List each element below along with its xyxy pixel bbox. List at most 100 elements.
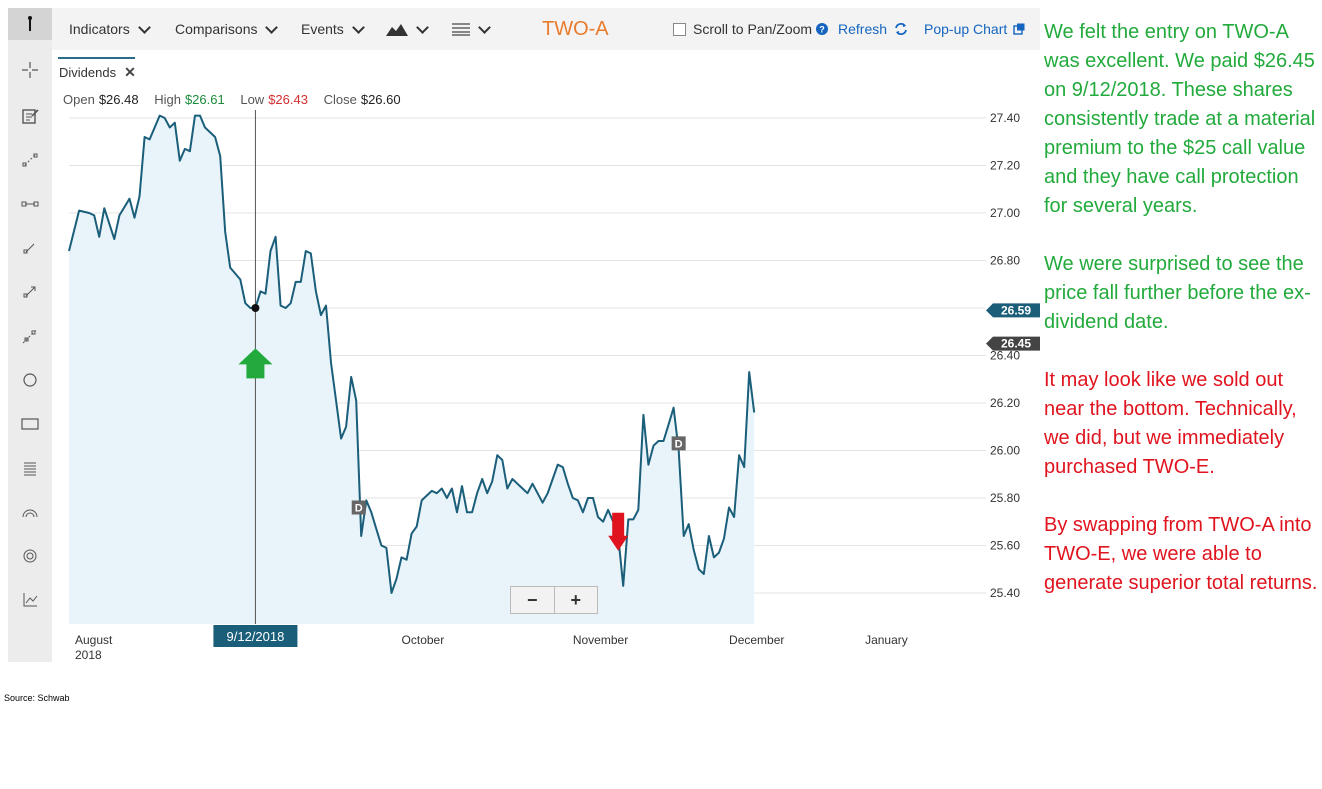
y-tick-label: 26.80 [990, 254, 1020, 268]
commentary-surprise: We were surprised to see the price fall … [1044, 253, 1311, 333]
horizontal-line-tool[interactable] [8, 188, 52, 220]
arrow-tool[interactable] [8, 276, 52, 308]
price-tag-label: 26.45 [1001, 337, 1031, 351]
line-chart-icon [23, 593, 38, 607]
circle-icon [23, 373, 37, 387]
open-label: Open [63, 92, 95, 107]
rectangle-icon [21, 418, 39, 430]
pointer-tool[interactable] [8, 8, 52, 40]
close-label: Close [323, 92, 357, 107]
high-label: High [154, 92, 181, 107]
y-tick-label: 27.00 [990, 206, 1020, 220]
settings-menu[interactable] [452, 8, 491, 50]
ohlc-readout: Open $26.48 High $26.61 Low $26.43 Close $26… [63, 92, 413, 107]
scroll-zoom-toggle[interactable]: Scroll to Pan/Zoom ? [673, 8, 829, 50]
pointer-icon [28, 16, 32, 31]
open-value: $26.48 [98, 92, 139, 107]
arc-icon [22, 509, 38, 518]
refresh-label: Refresh [838, 21, 888, 37]
target-icon [23, 549, 37, 563]
ray-icon [23, 243, 35, 254]
y-tick-label: 25.60 [990, 539, 1020, 553]
note-tool[interactable] [8, 100, 52, 132]
price-tag-label: 26.59 [1001, 303, 1031, 317]
x-tick-label: December [729, 633, 784, 647]
commentary-swap: By swapping from TWO-A into TWO-E, we we… [1044, 514, 1318, 594]
x-tick-label: January [865, 633, 908, 647]
dividend-marker-label: D [675, 438, 683, 450]
extended-line-tool[interactable] [8, 320, 52, 352]
refresh-icon [895, 23, 907, 35]
zoom-in-button[interactable]: + [570, 590, 581, 610]
y-tick-label: 26.00 [990, 444, 1020, 458]
crosshair-tool[interactable] [8, 54, 52, 86]
circle-tool[interactable] [8, 364, 52, 396]
trendline-icon [22, 153, 38, 167]
extended-line-icon [22, 328, 38, 344]
buy-arrow-icon [238, 348, 273, 379]
commentary-sale: It may look like we sold out near the bo… [1044, 369, 1297, 478]
help-icon[interactable]: ? [816, 23, 829, 35]
refresh-button[interactable]: Refresh [838, 8, 908, 50]
tab-dividends-label: Dividends [59, 64, 117, 80]
crosshair-date-box [213, 625, 298, 647]
sell-arrow-icon [608, 512, 629, 551]
fibonacci-icon [24, 462, 36, 476]
comparisons-label: Comparisons [175, 21, 258, 37]
zoom-control: − + [510, 586, 598, 614]
x-tick-label: August [75, 633, 113, 647]
price-tag [986, 303, 1040, 318]
popup-chart-label: Pop-up Chart [924, 21, 1008, 37]
events-menu[interactable]: Events [301, 8, 365, 50]
dividend-marker[interactable] [351, 500, 366, 515]
source-note: Source: Schwab [4, 693, 70, 703]
x-tick-label: November [573, 633, 628, 647]
indicators-menu[interactable]: Indicators [69, 8, 151, 50]
close-value: $26.60 [360, 92, 401, 107]
list-icon [452, 23, 470, 36]
external-window-icon [1013, 23, 1025, 35]
crosshair-icon [22, 62, 38, 78]
target-tool[interactable] [8, 540, 52, 572]
popup-chart-button[interactable]: Pop-up Chart [924, 8, 1025, 50]
mountain-chart-icon [386, 24, 408, 36]
scroll-zoom-label: Scroll to Pan/Zoom [693, 21, 813, 37]
scroll-zoom-checkbox[interactable] [673, 22, 686, 36]
close-icon[interactable]: ✕ [124, 63, 136, 80]
high-value: $26.61 [184, 92, 225, 107]
y-tick-label: 27.20 [990, 159, 1020, 173]
commentary: We felt the entry on TWO-A was excellent… [1044, 18, 1322, 627]
price-tag [986, 336, 1040, 351]
price-chart[interactable]: 27.40 27.20 27.00 26.80 26.40 26.20 26.00 25.80… [0, 0, 1044, 680]
fibonacci-tool[interactable] [8, 452, 52, 484]
x-tick-sublabel: 2018 [75, 648, 102, 662]
ray-tool[interactable] [8, 232, 52, 264]
svg-text:?: ? [819, 25, 825, 35]
drawing-toolbar [8, 8, 52, 662]
y-tick-label: 26.20 [990, 396, 1020, 410]
chart-type-menu[interactable] [386, 8, 429, 50]
zoom-out-button[interactable]: − [511, 587, 555, 613]
comparisons-menu[interactable]: Comparisons [175, 8, 279, 50]
price-area [69, 115, 755, 624]
x-tick-label: October [402, 633, 445, 647]
rectangle-tool[interactable] [8, 408, 52, 440]
dividend-marker[interactable] [671, 436, 686, 451]
crosshair-date-label: 9/12/2018 [227, 629, 285, 644]
chart-tool[interactable] [8, 584, 52, 616]
y-tick-label: 25.40 [990, 586, 1020, 600]
arrow-line-icon [23, 286, 36, 298]
commentary-entry: We felt the entry on TWO-A was excellent… [1044, 21, 1316, 217]
horizontal-line-icon [21, 201, 39, 207]
events-label: Events [301, 21, 344, 37]
tab-dividends[interactable]: Dividends ✕ [58, 57, 136, 85]
arc-tool[interactable] [8, 496, 52, 528]
dividend-marker-label: D [355, 503, 363, 515]
crosshair-point [251, 304, 260, 312]
low-label: Low [240, 92, 265, 107]
trendline-tool[interactable] [8, 144, 52, 176]
chart-toolbar: Indicators Comparisons Events TWO-A Scro… [52, 8, 1040, 50]
low-value: $26.43 [268, 92, 308, 107]
y-tick-label: 26.40 [990, 349, 1020, 363]
y-tick-label: 27.40 [990, 111, 1020, 125]
